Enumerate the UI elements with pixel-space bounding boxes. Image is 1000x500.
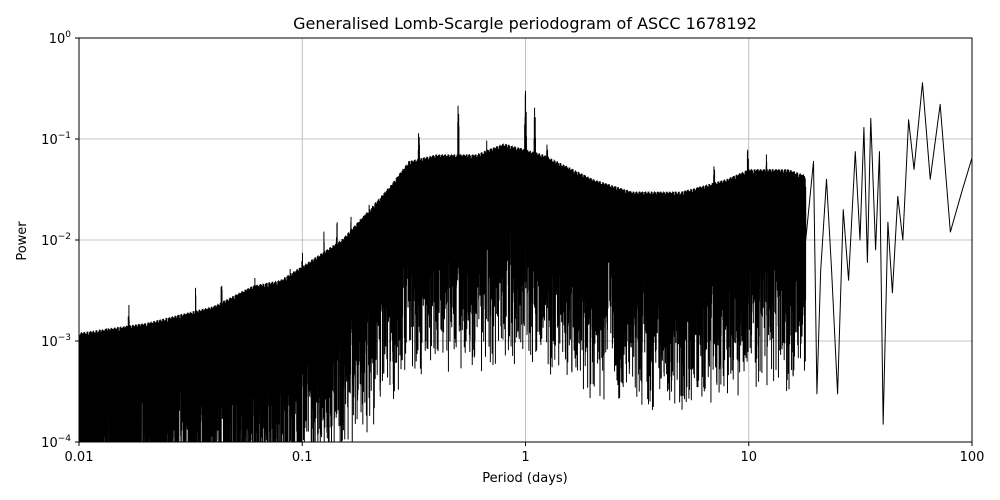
y-tick-label: 10−4: [41, 434, 71, 451]
periodogram-series: [78, 82, 973, 443]
chart-title: Generalised Lomb-Scargle periodogram of …: [293, 14, 757, 33]
y-tick-label: 10−3: [41, 333, 71, 350]
y-tick-label: 10−1: [41, 131, 71, 148]
x-axis-ticks: 0.01 0.1 1 10 100: [65, 442, 985, 465]
x-axis-label: Period (days): [482, 471, 568, 486]
y-axis-label: Power: [15, 221, 30, 261]
x-tick-label: 100: [960, 450, 985, 465]
x-tick-label: 0.01: [65, 450, 94, 465]
y-axis-ticks: 10−4 10−3 10−2 10−1 100: [41, 30, 79, 451]
periodogram-line: [78, 82, 973, 443]
x-tick-label: 0.1: [292, 450, 313, 465]
y-tick-label: 10−2: [41, 232, 71, 249]
y-tick-label: 100: [49, 30, 72, 47]
x-tick-label: 1: [521, 450, 529, 465]
x-tick-label: 10: [740, 450, 757, 465]
